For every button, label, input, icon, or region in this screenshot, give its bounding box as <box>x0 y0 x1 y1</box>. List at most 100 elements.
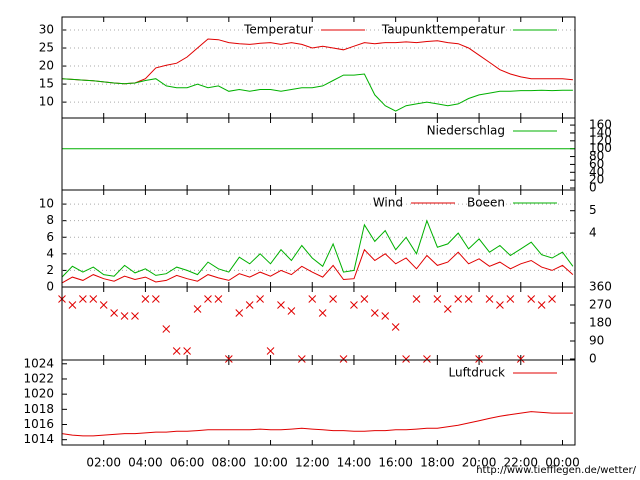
y2-tick-label: 270 <box>589 298 612 312</box>
data-line <box>61 38 573 85</box>
point <box>381 312 390 320</box>
y2-tick-label: 360 <box>589 280 612 294</box>
point <box>454 295 463 303</box>
point <box>516 355 525 363</box>
point <box>266 347 275 355</box>
point <box>391 323 400 331</box>
panel-frame <box>61 359 576 446</box>
y-tick-label: 1018 <box>23 402 54 416</box>
point <box>464 295 473 303</box>
point <box>79 295 87 303</box>
point <box>318 309 327 317</box>
y-tick-label: 6 <box>46 230 54 244</box>
point <box>141 295 150 303</box>
point <box>193 305 202 313</box>
y2-tick-label: 40 <box>589 165 604 179</box>
data-line <box>61 411 573 437</box>
point <box>183 347 191 355</box>
y-tick-label: 1014 <box>23 432 54 446</box>
legend-label: Luftdruck <box>448 366 505 380</box>
point <box>120 312 129 320</box>
point <box>527 295 536 303</box>
x-tick-label: 22:00 <box>503 456 538 470</box>
point <box>537 301 546 309</box>
y-tick-label: 4 <box>46 246 54 260</box>
x-tick-label: 20:00 <box>462 456 497 470</box>
legend-label: Boeen <box>467 196 505 210</box>
point <box>329 295 337 303</box>
point <box>131 312 139 320</box>
y2-tick-label: 90 <box>589 334 604 348</box>
x-tick-label: 02:00 <box>86 456 121 470</box>
point <box>402 355 410 363</box>
legend-label: Wind <box>373 196 403 210</box>
point <box>506 295 515 303</box>
point <box>412 295 421 303</box>
y-tick-label: 10 <box>39 197 54 211</box>
point <box>68 301 77 309</box>
point <box>224 355 233 363</box>
legend-label: Taupunkttemperatur <box>381 23 505 37</box>
y2-tick-label: 160 <box>589 118 612 132</box>
point <box>277 301 285 309</box>
y-tick-label: 10 <box>39 95 54 109</box>
point <box>475 355 483 363</box>
footer-url: http://www.tiefflegen.de/wetter/ <box>476 465 636 476</box>
y2-tick-label: 4 <box>589 226 597 240</box>
legend-label: Niederschlag <box>427 124 505 138</box>
point <box>485 295 494 303</box>
point <box>162 325 171 333</box>
y2-tick-label: 5 <box>589 203 597 217</box>
y2-tick-label: 0 <box>589 352 597 366</box>
data-line <box>61 73 573 112</box>
y2-tick-label: 80 <box>589 149 604 163</box>
y-tick-label: 25 <box>39 41 54 55</box>
point <box>256 295 264 303</box>
point <box>423 355 431 363</box>
y-tick-label: 1016 <box>23 417 54 431</box>
point <box>214 295 223 303</box>
y2-tick-label: 140 <box>589 125 612 139</box>
y2-tick-label: 0 <box>589 181 597 195</box>
x-tick-label: 10:00 <box>253 456 288 470</box>
point <box>99 301 108 309</box>
x-tick-label: 12:00 <box>295 456 330 470</box>
legend-label: Temperatur <box>243 23 313 37</box>
y2-tick-label: 20 <box>589 173 604 187</box>
y2-tick-label: 100 <box>589 141 612 155</box>
x-tick-label: 04:00 <box>128 456 163 470</box>
point <box>204 295 212 303</box>
y2-tick-label: 60 <box>589 157 604 171</box>
point <box>89 295 98 303</box>
x-tick-label: 00:00 <box>545 456 580 470</box>
y2-tick-label: 120 <box>589 133 612 147</box>
y-tick-label: 30 <box>39 22 54 36</box>
y-tick-label: 20 <box>39 59 54 73</box>
y-tick-label: 2 <box>46 263 54 277</box>
y2-tick-label: 180 <box>589 316 612 330</box>
point <box>443 305 452 313</box>
y-tick-label: 1024 <box>23 356 54 370</box>
point <box>287 307 296 315</box>
y-tick-label: 1020 <box>23 387 54 401</box>
point <box>370 309 379 317</box>
data-line <box>61 248 574 284</box>
point <box>350 301 358 309</box>
data-line <box>61 219 574 278</box>
point <box>151 295 160 303</box>
point <box>297 355 306 363</box>
y-tick-label: 15 <box>39 77 54 91</box>
point <box>433 295 442 303</box>
x-tick-label: 14:00 <box>337 456 372 470</box>
y-tick-label: 0 <box>46 280 54 294</box>
point <box>360 295 369 303</box>
point <box>245 301 254 309</box>
point <box>172 347 181 355</box>
x-tick-label: 08:00 <box>212 456 247 470</box>
point <box>339 355 348 363</box>
point <box>308 295 317 303</box>
point <box>235 309 244 317</box>
